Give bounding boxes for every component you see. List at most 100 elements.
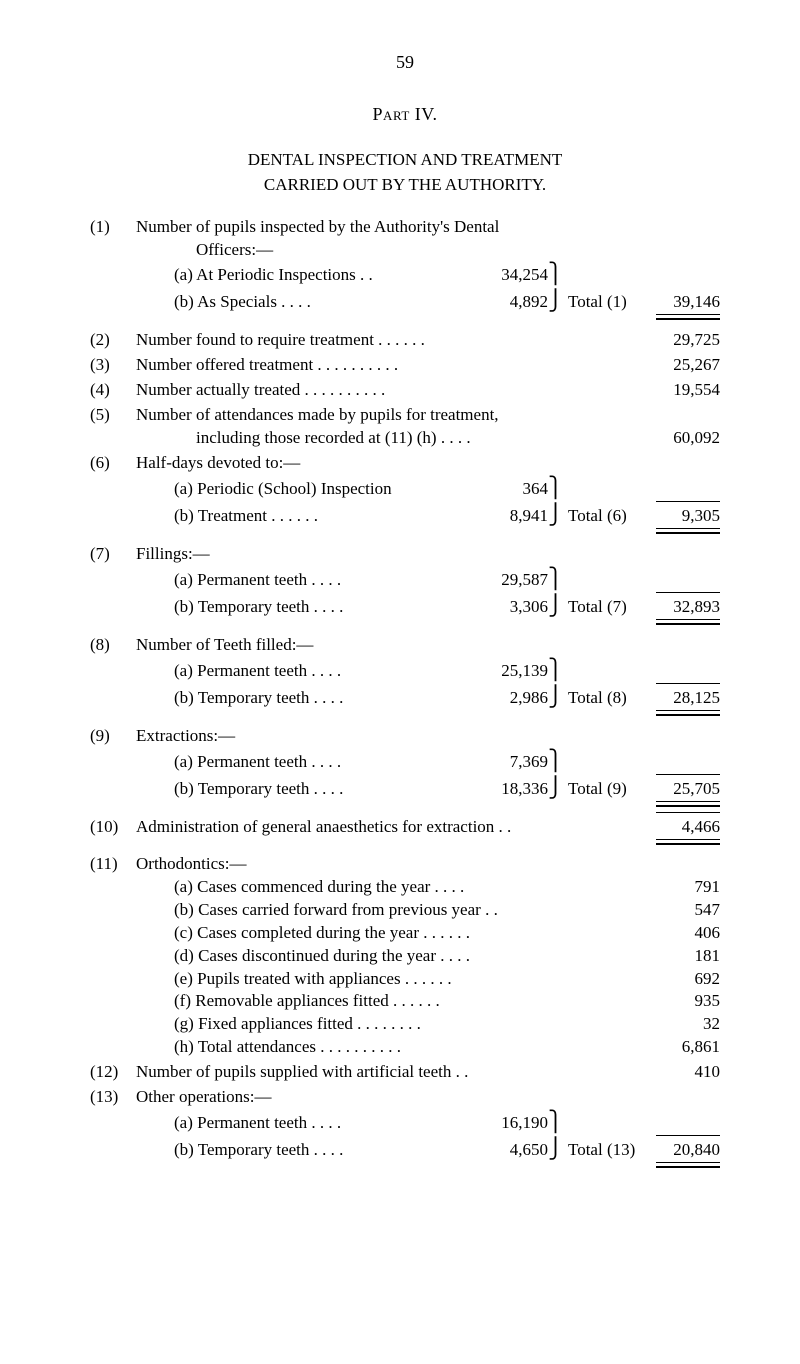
brace-bot: ⎭ (548, 684, 562, 711)
item-2-num: (2) (90, 329, 110, 352)
item-11-f-val: 935 (650, 990, 720, 1013)
item-1-total-val: 39,146 (650, 291, 720, 314)
item-11-row-c: (c) Cases completed during the year . . … (136, 922, 720, 945)
item-10-text: Administration of general anaesthetics f… (136, 816, 650, 839)
item-10-val: 4,466 (650, 816, 720, 839)
item-1-a-label: (a) At Periodic Inspections . . (174, 264, 468, 287)
item-6-b-val: 8,941 (468, 505, 548, 528)
item-2-val: 29,725 (650, 329, 720, 352)
item-11-e-label: (e) Pupils treated with appliances . . .… (174, 968, 650, 991)
item-13-num: (13) (90, 1086, 118, 1109)
item-2-text: Number found to require treatment . . . … (136, 329, 650, 352)
item-7-text: Fillings:— (136, 543, 720, 566)
item-13-total-val: 20,840 (650, 1139, 720, 1162)
main-title-line-2: CARRIED OUT BY THE AUTHORITY. (264, 175, 546, 194)
main-title: DENTAL INSPECTION AND TREATMENT CARRIED … (90, 147, 720, 198)
item-7-row-a: (a) Permanent teeth . . . . 29,587 ⎫ (136, 566, 720, 593)
item-1-num: (1) (90, 216, 110, 239)
item-11-g-label: (g) Fixed appliances fitted . . . . . . … (174, 1013, 650, 1036)
item-9-row-a: (a) Permanent teeth . . . . 7,369 ⎫ (136, 748, 720, 775)
item-7-b-val: 3,306 (468, 596, 548, 619)
item-3-text: Number offered treatment . . . . . . . .… (136, 354, 650, 377)
item-4-num: (4) (90, 379, 110, 402)
item-11-row-h: (h) Total attendances . . . . . . . . . … (136, 1036, 720, 1059)
item-9-total-val: 25,705 (650, 778, 720, 801)
brace-bot: ⎭ (548, 593, 562, 620)
item-11-row-g: (g) Fixed appliances fitted . . . . . . … (136, 1013, 720, 1036)
item-9: (9) Extractions:— (a) Permanent teeth . … (90, 725, 720, 802)
item-12: (12) Number of pupils supplied with arti… (90, 1061, 720, 1084)
item-8-total-val: 28,125 (650, 687, 720, 710)
part-title: Part IV. (90, 102, 720, 126)
item-8: (8) Number of Teeth filled:— (a) Permane… (90, 634, 720, 711)
item-5: (5) Number of attendances made by pupils… (90, 404, 720, 450)
item-11-row-a: (a) Cases commenced during the year . . … (136, 876, 720, 899)
item-11-e-val: 692 (650, 968, 720, 991)
item-11-g-val: 32 (650, 1013, 720, 1036)
page-number: 59 (90, 50, 720, 74)
item-12-val: 410 (650, 1061, 720, 1084)
item-1: (1) Number of pupils inspected by the Au… (90, 216, 720, 316)
brace-top: ⎫ (548, 657, 562, 684)
item-12-num: (12) (90, 1061, 118, 1084)
item-9-b-label: (b) Temporary teeth . . . . (174, 778, 468, 801)
item-6: (6) Half-days devoted to:— (a) Periodic … (90, 452, 720, 529)
item-7-row-b: (b) Temporary teeth . . . . 3,306 ⎭ Tota… (136, 593, 720, 620)
item-8-total-label: Total (8) (562, 687, 650, 710)
item-7-a-val: 29,587 (468, 569, 548, 592)
item-11-row-b: (b) Cases carried forward from previous … (136, 899, 720, 922)
item-7-total-val: 32,893 (650, 596, 720, 619)
item-9-num: (9) (90, 725, 110, 748)
item-13-b-val: 4,650 (468, 1139, 548, 1162)
item-11-text: Orthodontics:— (136, 853, 720, 876)
item-13-a-label: (a) Permanent teeth . . . . (174, 1112, 468, 1135)
item-13-row-b: (b) Temporary teeth . . . . 4,650 ⎭ Tota… (136, 1136, 720, 1163)
item-6-row-b: (b) Treatment . . . . . . 8,941 ⎭ Total … (136, 502, 720, 529)
item-11-d-label: (d) Cases discontinued during the year .… (174, 945, 650, 968)
item-6-b-label: (b) Treatment . . . . . . (174, 505, 468, 528)
item-9-text: Extractions:— (136, 725, 720, 748)
item-11-h-val: 6,861 (650, 1036, 720, 1059)
item-11-h-label: (h) Total attendances . . . . . . . . . … (174, 1036, 650, 1059)
brace-top: ⎫ (548, 1109, 562, 1136)
item-6-a-label: (a) Periodic (School) Inspection (174, 478, 468, 501)
item-8-row-a: (a) Permanent teeth . . . . 25,139 ⎫ (136, 657, 720, 684)
brace-top: ⎫ (548, 261, 562, 288)
item-8-b-label: (b) Temporary teeth . . . . (174, 687, 468, 710)
item-6-total-label: Total (6) (562, 505, 650, 528)
item-1-total-label: Total (1) (562, 291, 650, 314)
item-7-a-label: (a) Permanent teeth . . . . (174, 569, 468, 592)
item-11-a-val: 791 (650, 876, 720, 899)
item-13-row-a: (a) Permanent teeth . . . . 16,190 ⎫ (136, 1109, 720, 1136)
item-7: (7) Fillings:— (a) Permanent teeth . . .… (90, 543, 720, 620)
item-8-a-val: 25,139 (468, 660, 548, 683)
item-9-b-val: 18,336 (468, 778, 548, 801)
item-13: (13) Other operations:— (a) Permanent te… (90, 1086, 720, 1163)
item-1-text: Number of pupils inspected by the Author… (136, 216, 720, 239)
item-11-d-val: 181 (650, 945, 720, 968)
item-11-b-val: 547 (650, 899, 720, 922)
item-3: (3) Number offered treatment . . . . . .… (90, 354, 720, 377)
item-1-row-a: (a) At Periodic Inspections . . 34,254 ⎫ (136, 261, 720, 288)
item-3-val: 25,267 (650, 354, 720, 377)
item-7-num: (7) (90, 543, 110, 566)
brace-bot: ⎭ (548, 1136, 562, 1163)
item-11-row-e: (e) Pupils treated with appliances . . .… (136, 968, 720, 991)
item-8-row-b: (b) Temporary teeth . . . . 2,986 ⎭ Tota… (136, 684, 720, 711)
item-13-b-label: (b) Temporary teeth . . . . (174, 1139, 468, 1162)
item-7-total-label: Total (7) (562, 596, 650, 619)
item-1-b-val: 4,892 (468, 291, 548, 314)
item-9-a-val: 7,369 (468, 751, 548, 774)
item-9-total-label: Total (9) (562, 778, 650, 801)
item-2: (2) Number found to require treatment . … (90, 329, 720, 352)
item-10-num: (10) (90, 816, 118, 839)
item-11-c-val: 406 (650, 922, 720, 945)
item-6-row-a: (a) Periodic (School) Inspection 364 ⎫ (136, 475, 720, 502)
item-8-a-label: (a) Permanent teeth . . . . (174, 660, 468, 683)
main-title-line-1: DENTAL INSPECTION AND TREATMENT (248, 150, 563, 169)
item-10: (10) Administration of general anaesthet… (90, 816, 720, 839)
item-4-text: Number actually treated . . . . . . . . … (136, 379, 650, 402)
item-5-val: 60,092 (650, 427, 720, 450)
brace-bot: ⎭ (548, 502, 562, 529)
brace-bot: ⎭ (548, 288, 562, 315)
